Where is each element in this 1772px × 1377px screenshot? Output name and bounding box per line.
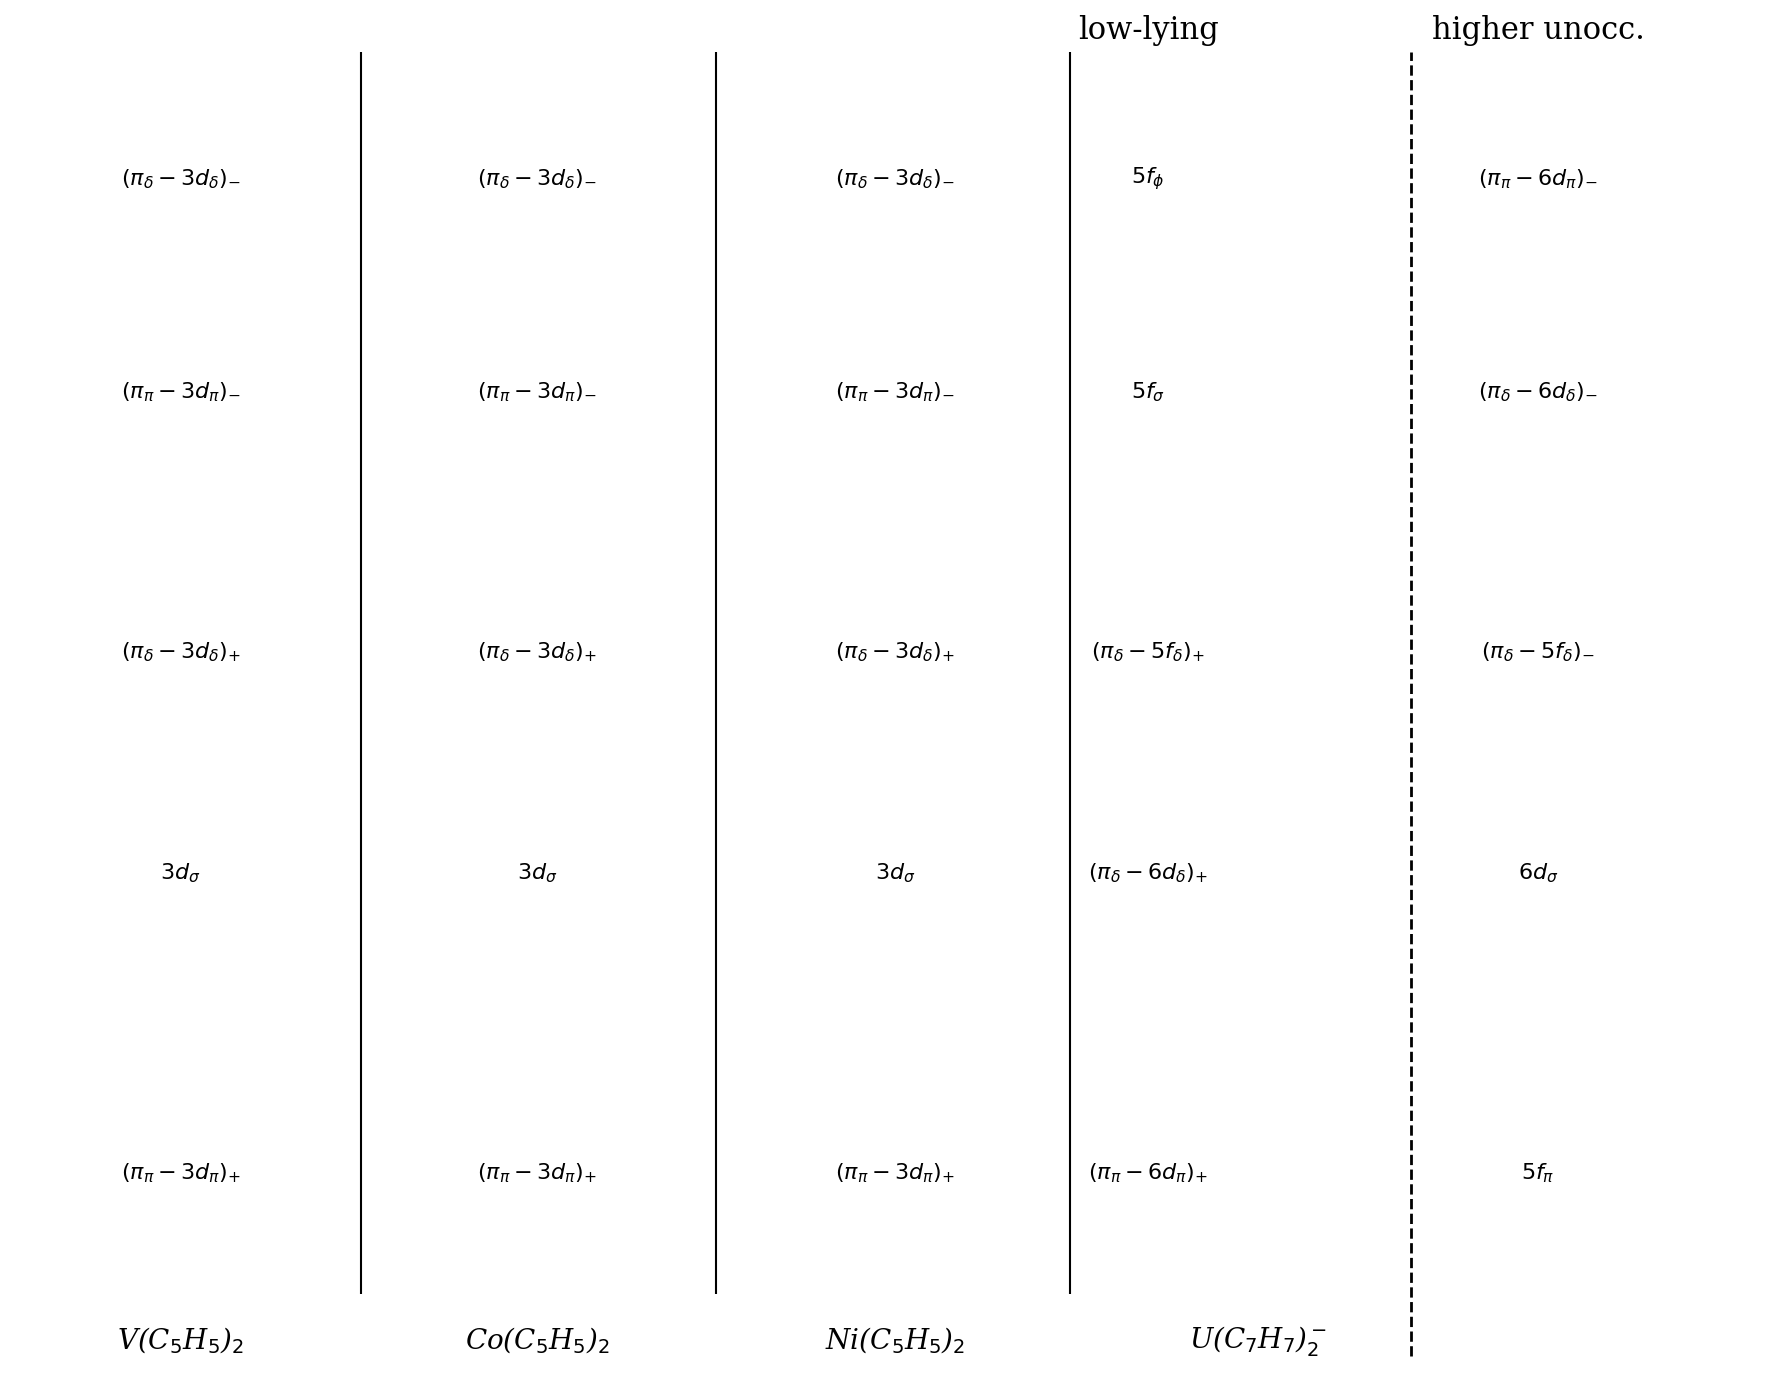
Text: $6d_{\sigma}$: $6d_{\sigma}$ bbox=[1519, 861, 1558, 885]
Text: $(\pi_{\delta} - 3d_{\delta})_{-}$: $(\pi_{\delta} - 3d_{\delta})_{-}$ bbox=[477, 167, 597, 191]
Text: V(C$_5$H$_5$)$_2$: V(C$_5$H$_5$)$_2$ bbox=[117, 1326, 245, 1356]
Text: $(\pi_{\delta} - 6d_{\delta})_{-}$: $(\pi_{\delta} - 6d_{\delta})_{-}$ bbox=[1478, 380, 1598, 405]
Text: $(\pi_{\pi} - 6d_{\pi})_{-}$: $(\pi_{\pi} - 6d_{\pi})_{-}$ bbox=[1478, 167, 1598, 191]
Text: higher unocc.: higher unocc. bbox=[1432, 15, 1644, 45]
Text: $(\pi_{\pi} - 6d_{\pi})_{+}$: $(\pi_{\pi} - 6d_{\pi})_{+}$ bbox=[1088, 1161, 1209, 1186]
Text: $(\pi_{\delta} - 3d_{\delta})_{-}$: $(\pi_{\delta} - 3d_{\delta})_{-}$ bbox=[120, 167, 241, 191]
Text: $(\pi_{\pi} - 3d_{\pi})_{+}$: $(\pi_{\pi} - 3d_{\pi})_{+}$ bbox=[477, 1161, 597, 1186]
Text: $3d_{\sigma}$: $3d_{\sigma}$ bbox=[517, 861, 556, 885]
Text: Ni(C$_5$H$_5$)$_2$: Ni(C$_5$H$_5$)$_2$ bbox=[824, 1326, 966, 1356]
Text: $(\pi_{\delta} - 6d_{\delta})_{+}$: $(\pi_{\delta} - 6d_{\delta})_{+}$ bbox=[1088, 861, 1209, 885]
Text: $5f_{\sigma}$: $5f_{\sigma}$ bbox=[1131, 380, 1166, 405]
Text: low-lying: low-lying bbox=[1077, 15, 1219, 45]
Text: U(C$_7$H$_7$)$_2^-$: U(C$_7$H$_7$)$_2^-$ bbox=[1189, 1325, 1327, 1358]
Text: $3d_{\sigma}$: $3d_{\sigma}$ bbox=[875, 861, 914, 885]
Text: $5f_{\phi}$: $5f_{\phi}$ bbox=[1131, 165, 1166, 193]
Text: $(\pi_{\pi} - 3d_{\pi})_{+}$: $(\pi_{\pi} - 3d_{\pi})_{+}$ bbox=[835, 1161, 955, 1186]
Text: $(\pi_{\pi} - 3d_{\pi})_{+}$: $(\pi_{\pi} - 3d_{\pi})_{+}$ bbox=[120, 1161, 241, 1186]
Text: $(\pi_{\pi} - 3d_{\pi})_{-}$: $(\pi_{\pi} - 3d_{\pi})_{-}$ bbox=[120, 380, 241, 405]
Text: $(\pi_{\delta} - 5f_{\delta})_{-}$: $(\pi_{\delta} - 5f_{\delta})_{-}$ bbox=[1481, 640, 1595, 665]
Text: $5f_{\pi}$: $5f_{\pi}$ bbox=[1522, 1161, 1554, 1186]
Text: $(\pi_{\delta} - 3d_{\delta})_{-}$: $(\pi_{\delta} - 3d_{\delta})_{-}$ bbox=[835, 167, 955, 191]
Text: $(\pi_{\delta} - 3d_{\delta})_{+}$: $(\pi_{\delta} - 3d_{\delta})_{+}$ bbox=[835, 640, 955, 665]
Text: $3d_{\sigma}$: $3d_{\sigma}$ bbox=[161, 861, 200, 885]
Text: $(\pi_{\pi} - 3d_{\pi})_{-}$: $(\pi_{\pi} - 3d_{\pi})_{-}$ bbox=[835, 380, 955, 405]
Text: $(\pi_{\pi} - 3d_{\pi})_{-}$: $(\pi_{\pi} - 3d_{\pi})_{-}$ bbox=[477, 380, 597, 405]
Text: $(\pi_{\delta} - 3d_{\delta})_{+}$: $(\pi_{\delta} - 3d_{\delta})_{+}$ bbox=[477, 640, 597, 665]
Text: $(\pi_{\delta} - 3d_{\delta})_{+}$: $(\pi_{\delta} - 3d_{\delta})_{+}$ bbox=[120, 640, 241, 665]
Text: $(\pi_{\delta} - 5f_{\delta})_{+}$: $(\pi_{\delta} - 5f_{\delta})_{+}$ bbox=[1092, 640, 1205, 665]
Text: Co(C$_5$H$_5$)$_2$: Co(C$_5$H$_5$)$_2$ bbox=[464, 1326, 610, 1356]
